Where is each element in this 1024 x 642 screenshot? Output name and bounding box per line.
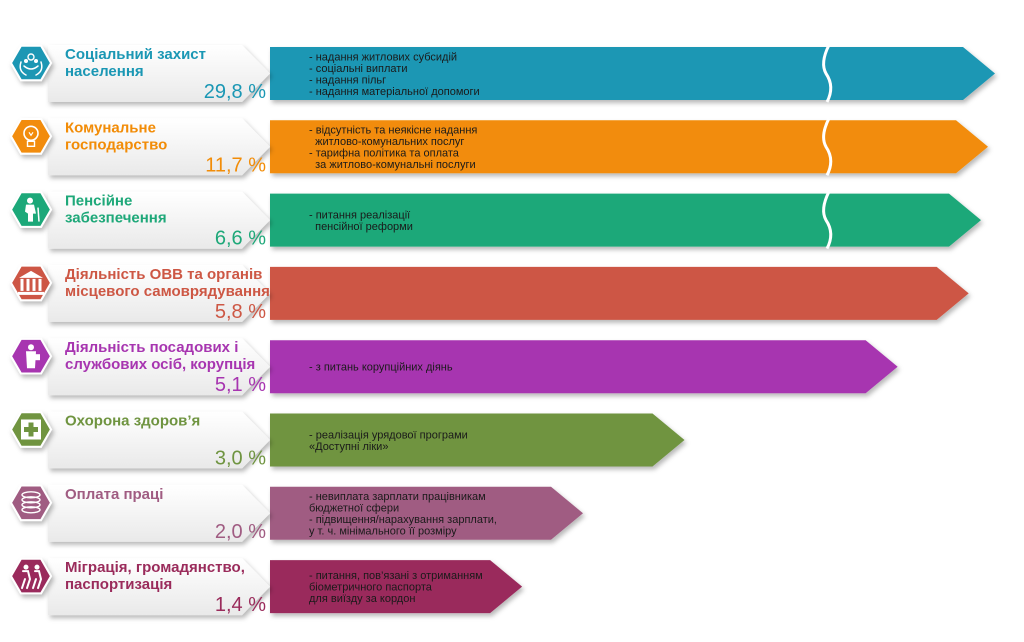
hands-people-icon — [19, 53, 43, 76]
bar — [270, 47, 995, 100]
percent-label: 6,6 % — [215, 228, 266, 250]
category-card — [48, 264, 270, 322]
bar — [270, 266, 969, 320]
category-title-line: Діяльність ОВВ та органів — [65, 266, 262, 283]
description-line: - соціальні виплати — [309, 63, 407, 75]
bar-description: - невиплата зарплати працівникам бюджетно… — [309, 491, 497, 538]
category-title: Комунальне господарство — [65, 119, 167, 153]
description-line: - питання, пов’язані з отриманням — [309, 570, 483, 582]
category-card — [48, 191, 270, 249]
description-line: - з питань корупційних діянь — [309, 362, 453, 374]
description-line: біометричного паспорта — [309, 582, 433, 594]
topic-row: Комунальне господарство 11,7 % - відсутніст… — [9, 117, 988, 176]
bar-description: - надання житлових субсидій - соціальні в… — [309, 51, 480, 98]
axis-break-mark — [822, 117, 833, 176]
category-title-line: господарство — [65, 136, 167, 153]
topic-row: Пенсійне забезпечення 6,6 % - питання реалі… — [9, 190, 981, 250]
description-line: - реалізація урядової програми — [309, 429, 468, 441]
description-line: - відсутність та неякісне надання — [309, 125, 477, 137]
category-title-line: службових осіб, корупція — [65, 356, 255, 373]
icon-hexagon — [9, 44, 53, 82]
percent-label: 11,7 % — [205, 154, 266, 176]
category-title-line: Діяльність посадових і — [65, 339, 238, 356]
bar — [270, 340, 898, 394]
description-line: за житлово-комунальні послуги — [309, 159, 476, 171]
description-line: бюджетної сфери — [309, 503, 399, 515]
description-line: - тарифна політика та оплата — [309, 148, 460, 160]
category-card — [48, 338, 270, 396]
description-line: - надання матеріальної допомоги — [309, 86, 480, 98]
category-card — [48, 118, 270, 176]
topic-row: Охорона здоров’я 3,0 % - реалізація урядов… — [9, 411, 685, 470]
government-building-icon — [18, 270, 44, 295]
topic-row: Оплата праці 2,0 % - невиплата зарплати пр… — [9, 484, 583, 543]
bar-description: - реалізація урядової програми «Доступні … — [309, 429, 468, 453]
travelers-icon — [21, 564, 43, 590]
description-line: «Доступні ліки» — [309, 441, 388, 453]
icon-hexagon — [9, 557, 53, 595]
description-line: - підвищення/нарахування зарплати, — [309, 514, 497, 526]
bar-description: - з питань корупційних діянь — [309, 362, 453, 374]
bar — [270, 560, 523, 614]
category-title-line: Оплата праці — [65, 486, 163, 503]
description-line: у т. ч. мінімального її розміру — [309, 526, 457, 538]
category-title-line: Соціальний захист — [65, 46, 206, 63]
category-title: Оплата праці — [65, 486, 163, 503]
percent-label: 29,8 % — [204, 81, 266, 103]
category-title: Пенсійне забезпечення — [65, 193, 167, 227]
category-title: Охорона здоров’я — [65, 413, 200, 430]
description-line: для виїзду за кордон — [309, 593, 415, 605]
category-title-line: населення — [65, 63, 144, 80]
bar-description: - питання реалізації пенсійної реформи — [309, 209, 413, 233]
percent-label: 3,0 % — [215, 448, 266, 470]
description-line: - надання пільг — [309, 74, 386, 86]
elderly-person-icon — [25, 197, 40, 222]
description-line: житлово-комунальних послуг — [309, 136, 464, 148]
medical-cross-icon — [21, 419, 41, 440]
icon-hexagon — [9, 264, 53, 302]
category-title: Міграція, громадянство, паспортизація — [65, 559, 245, 593]
category-title-line: Міграція, громадянство, — [65, 559, 245, 576]
percent-label: 5,8 % — [215, 301, 266, 323]
category-title: Діяльність посадових і службових осіб, ко… — [65, 339, 255, 373]
category-card — [48, 411, 270, 469]
description-line: - надання житлових субсидій — [309, 51, 457, 63]
bar — [270, 486, 583, 540]
bar-description: - питання, пов’язані з отриманням біометр… — [309, 570, 483, 605]
percent-label: 5,1 % — [215, 374, 266, 396]
bar-description: - відсутність та неякісне надання житлов… — [309, 125, 477, 172]
description-line: пенсійної реформи — [309, 221, 413, 233]
category-card — [48, 558, 270, 616]
bar — [270, 413, 685, 467]
category-title-line: Пенсійне — [65, 193, 132, 210]
bar — [270, 120, 988, 174]
axis-break-mark — [822, 44, 833, 103]
bar — [270, 193, 981, 247]
lightbulb-icon — [23, 125, 39, 148]
category-title-line: Комунальне — [65, 119, 156, 136]
category-card — [48, 484, 270, 542]
category-card — [48, 45, 270, 102]
official-person-icon — [26, 344, 40, 369]
category-title-line: Охорона здоров’я — [65, 413, 200, 430]
topic-row: Діяльність посадових і службових осіб, ко… — [9, 337, 898, 396]
percent-label: 2,0 % — [215, 521, 266, 543]
category-title-line: паспортизація — [65, 576, 172, 593]
category-title: Соціальний захист населення — [65, 46, 206, 80]
percent-label: 1,4 % — [215, 594, 266, 616]
category-title: Діяльність ОВВ та органів місцевого самов… — [65, 266, 270, 300]
topic-row: Міграція, громадянство, паспортизація1,4 … — [9, 557, 523, 616]
topic-row: Діяльність ОВВ та органів місцевого самов… — [9, 264, 969, 323]
axis-break-mark — [822, 190, 833, 250]
description-line: - невиплата зарплати працівникам — [309, 491, 486, 503]
coins-stack-icon — [21, 491, 41, 514]
description-line: - питання реалізації — [309, 209, 410, 221]
category-title-line: місцевого самоврядування — [65, 283, 270, 300]
category-title-line: забезпечення — [65, 210, 167, 227]
